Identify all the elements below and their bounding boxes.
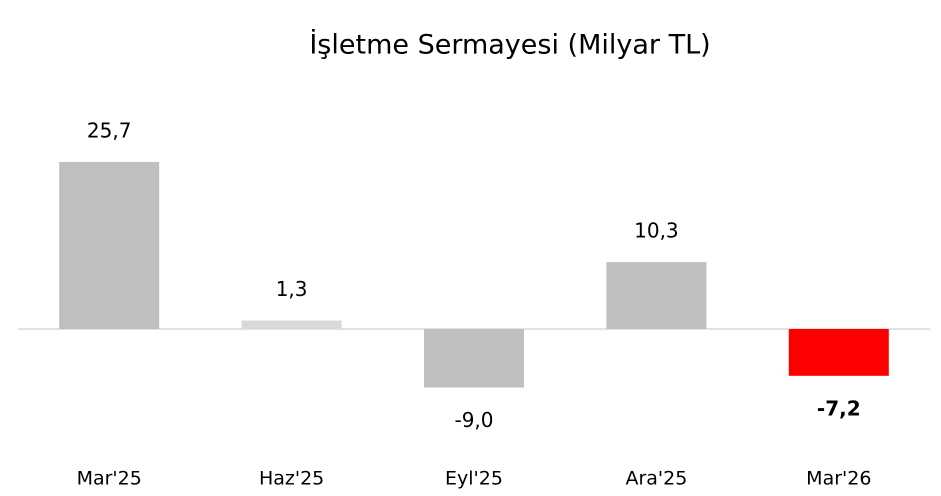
value-label: -9,0 bbox=[454, 408, 493, 432]
value-label: 10,3 bbox=[634, 219, 679, 243]
value-label: 25,7 bbox=[87, 118, 132, 142]
value-label: -7,2 bbox=[817, 396, 861, 420]
bar bbox=[788, 329, 889, 376]
value-label: 1,3 bbox=[276, 277, 308, 301]
bar bbox=[424, 329, 524, 388]
bar bbox=[59, 161, 160, 329]
x-tick-label: Mar'25 bbox=[77, 468, 142, 490]
x-tick-label: Mar'26 bbox=[806, 468, 871, 490]
bar bbox=[606, 262, 707, 329]
chart-title: İşletme Sermayesi (Milyar TL) bbox=[309, 29, 710, 61]
x-tick-label: Eyl'25 bbox=[445, 468, 503, 490]
bar bbox=[241, 320, 342, 329]
x-tick-label: Haz'25 bbox=[259, 468, 324, 490]
x-tick-label: Ara'25 bbox=[625, 468, 687, 490]
